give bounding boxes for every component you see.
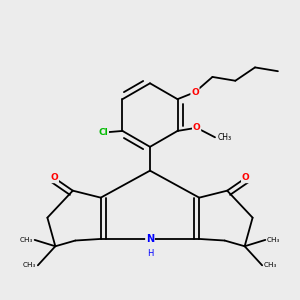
Text: O: O xyxy=(191,88,199,97)
Text: O: O xyxy=(50,173,58,182)
Text: N: N xyxy=(146,234,154,244)
Text: CH₃: CH₃ xyxy=(218,133,232,142)
Text: CH₃: CH₃ xyxy=(264,262,277,268)
Text: O: O xyxy=(242,173,250,182)
Text: CH₃: CH₃ xyxy=(23,262,36,268)
Text: O: O xyxy=(193,123,200,132)
Text: H: H xyxy=(147,249,153,258)
Text: CH₃: CH₃ xyxy=(20,237,33,243)
Text: Cl: Cl xyxy=(99,128,108,137)
Text: CH₃: CH₃ xyxy=(267,237,280,243)
